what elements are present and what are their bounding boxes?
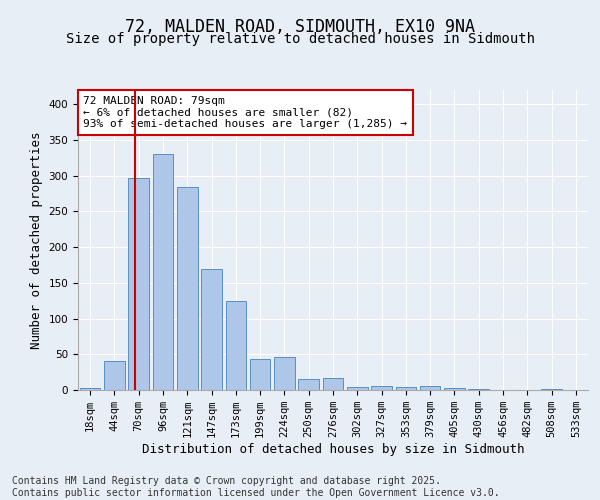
Bar	[371, 386, 392, 390]
Bar	[104, 362, 125, 390]
Text: Size of property relative to detached houses in Sidmouth: Size of property relative to detached ho…	[65, 32, 535, 46]
X-axis label: Distribution of detached houses by size in Sidmouth: Distribution of detached houses by size …	[142, 443, 524, 456]
Y-axis label: Number of detached properties: Number of detached properties	[30, 131, 43, 349]
Bar	[152, 154, 173, 390]
Bar	[250, 358, 271, 390]
Bar	[298, 378, 319, 390]
Bar	[444, 388, 465, 390]
Bar	[395, 387, 416, 390]
Bar	[128, 178, 149, 390]
Bar	[177, 187, 197, 390]
Text: Contains HM Land Registry data © Crown copyright and database right 2025.
Contai: Contains HM Land Registry data © Crown c…	[12, 476, 500, 498]
Bar	[80, 388, 100, 390]
Bar	[201, 270, 222, 390]
Bar	[347, 387, 368, 390]
Bar	[226, 300, 246, 390]
Bar	[323, 378, 343, 390]
Bar	[420, 386, 440, 390]
Bar	[274, 357, 295, 390]
Text: 72, MALDEN ROAD, SIDMOUTH, EX10 9NA: 72, MALDEN ROAD, SIDMOUTH, EX10 9NA	[125, 18, 475, 36]
Text: 72 MALDEN ROAD: 79sqm
← 6% of detached houses are smaller (82)
93% of semi-detac: 72 MALDEN ROAD: 79sqm ← 6% of detached h…	[83, 96, 407, 129]
